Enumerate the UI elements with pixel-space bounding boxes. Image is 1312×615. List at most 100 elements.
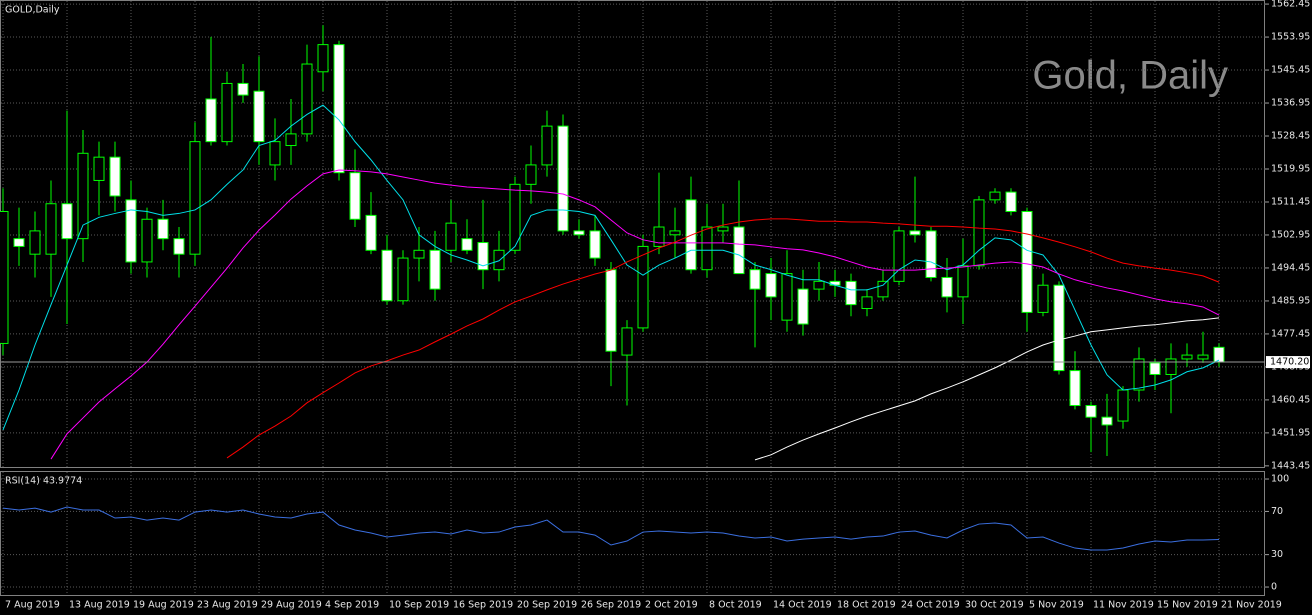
candle-body <box>925 230 937 278</box>
candle-body <box>269 141 281 166</box>
y-tick-label: 70 <box>1271 506 1283 517</box>
candle-body <box>13 238 25 247</box>
candle-body <box>237 82 249 96</box>
candle-body <box>573 230 585 236</box>
candle-body <box>589 230 601 259</box>
line-series <box>50 169 1220 460</box>
candle-body <box>989 191 1001 201</box>
candle-body <box>61 203 73 240</box>
y-tick-label: 1477.45 <box>1271 328 1310 339</box>
candle-body <box>413 249 425 259</box>
candle-body <box>669 230 681 236</box>
candle-body <box>221 82 233 143</box>
candle-body <box>397 257 409 302</box>
x-tick-label: 11 Nov 2019 <box>1093 600 1154 611</box>
candle-body <box>29 230 41 255</box>
line-series <box>226 218 1220 459</box>
candle-body <box>541 125 553 166</box>
candle-body <box>253 90 265 143</box>
y-tick-label: 1502.95 <box>1271 229 1310 240</box>
line-series <box>2 506 1220 551</box>
candle-body <box>125 199 137 263</box>
candle-body <box>1149 362 1161 375</box>
last-price-box <box>1266 356 1310 369</box>
y-tick-label: 1460.45 <box>1271 394 1310 405</box>
candle-body <box>157 218 169 240</box>
last-price-label: 1470.20 <box>1270 357 1309 368</box>
x-tick-label: 18 Oct 2019 <box>837 600 896 611</box>
candle-body <box>0 210 9 344</box>
candle-body <box>205 98 217 143</box>
y-tick-label: 1451.95 <box>1271 427 1310 438</box>
candle-body <box>301 63 313 135</box>
candle-body <box>893 230 905 282</box>
candle-body <box>717 226 729 232</box>
candle-body <box>1085 405 1097 418</box>
candle-body <box>957 265 969 298</box>
chart-title: GOLD,Daily <box>5 5 60 16</box>
y-tick-label: 1528.45 <box>1271 131 1310 142</box>
x-tick-label: 5 Nov 2019 <box>1029 600 1084 611</box>
candle-body <box>1197 354 1209 360</box>
candle-body <box>733 226 745 275</box>
candle-body <box>349 172 361 220</box>
candle-body <box>461 238 473 251</box>
candle-body <box>941 276 953 298</box>
candle-body <box>781 273 793 321</box>
x-tick-label: 23 Aug 2019 <box>197 600 258 611</box>
candle-body <box>813 280 825 290</box>
y-tick-label: 1562.45 <box>1271 0 1310 10</box>
x-tick-label: 16 Sep 2019 <box>453 600 513 611</box>
candle-body <box>605 269 617 352</box>
candle-body <box>973 199 985 267</box>
candle-body <box>1165 358 1177 375</box>
y-tick-label: 1443.45 <box>1271 460 1310 471</box>
candle-body <box>45 203 57 255</box>
candle-body <box>845 280 857 306</box>
candle-body <box>429 249 441 290</box>
x-tick-label: 13 Aug 2019 <box>69 600 130 611</box>
candle-body <box>93 156 105 181</box>
y-tick-label: 30 <box>1271 549 1283 560</box>
candle-body <box>877 280 889 298</box>
x-tick-label: 24 Oct 2019 <box>901 600 960 611</box>
x-tick-label: 15 Nov 2019 <box>1157 600 1218 611</box>
candle-body <box>493 249 505 271</box>
candle-body <box>525 164 537 185</box>
y-tick-label: 1494.45 <box>1271 262 1310 273</box>
candle-body <box>1101 416 1113 426</box>
y-tick-label: 1485.95 <box>1271 295 1310 306</box>
y-tick-label: 1536.95 <box>1271 98 1310 109</box>
candle-body <box>637 245 649 329</box>
candle-body <box>189 141 201 255</box>
x-tick-label: 4 Sep 2019 <box>325 600 379 611</box>
candle-body <box>445 222 457 251</box>
y-tick-label: 1519.95 <box>1271 164 1310 175</box>
candle-body <box>365 214 377 251</box>
candle-body <box>477 242 489 271</box>
y-tick-label: 1511.45 <box>1271 196 1310 207</box>
candle-body <box>1069 370 1081 407</box>
candle-body <box>317 44 329 73</box>
candle-body <box>1117 389 1129 422</box>
candle-body <box>1213 346 1225 363</box>
watermark: Gold, Daily <box>1032 54 1228 98</box>
candle-body <box>381 249 393 302</box>
candle-body <box>653 226 665 247</box>
rsi-panel-frame <box>0 471 1265 596</box>
candle-body <box>141 218 153 263</box>
candle-body <box>1037 284 1049 313</box>
x-tick-label: 7 Aug 2019 <box>5 600 60 611</box>
candle-body <box>333 44 345 174</box>
candle-body <box>861 296 873 310</box>
x-tick-label: 8 Oct 2019 <box>709 600 762 611</box>
y-tick-label: 0 <box>1271 582 1277 593</box>
x-tick-label: 2 Oct 2019 <box>645 600 698 611</box>
candle-body <box>173 238 185 255</box>
x-tick-label: 19 Aug 2019 <box>133 600 194 611</box>
candle-body <box>1005 191 1017 212</box>
candle-body <box>77 152 89 240</box>
candle-body <box>701 226 713 271</box>
candle-body <box>829 280 841 286</box>
